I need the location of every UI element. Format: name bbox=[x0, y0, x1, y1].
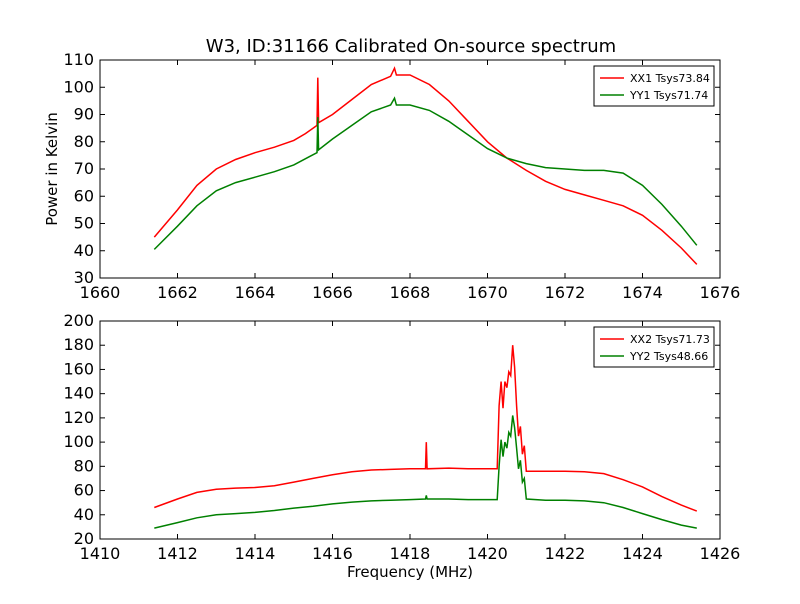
bottom-panel: 1410 1412 1414 1416 1418 1420 1422 1424 1426 20 40… bbox=[63, 311, 740, 581]
legend-box bbox=[593, 326, 715, 368]
x-tick-label: 1424 bbox=[622, 544, 663, 563]
x-tick-label: 1666 bbox=[312, 283, 353, 302]
x-tick-label: 1412 bbox=[157, 544, 198, 563]
series-line-2 bbox=[153, 96, 698, 250]
y-tick-label: 30 bbox=[74, 268, 94, 287]
y-tick-label: 50 bbox=[74, 214, 94, 233]
y-tick-label: 120 bbox=[63, 408, 94, 427]
x-tick-label: 1660 bbox=[80, 283, 121, 302]
plot-frame bbox=[99, 320, 721, 540]
y-tick-label: 90 bbox=[74, 105, 94, 124]
x-tick-label: 1418 bbox=[390, 544, 431, 563]
x-tick-label: 1410 bbox=[80, 544, 121, 563]
y-tick-label: 160 bbox=[63, 359, 94, 378]
x-tick-label: 1676 bbox=[700, 283, 741, 302]
y-tick-label: 80 bbox=[74, 132, 94, 151]
y-tick-label: 100 bbox=[63, 432, 94, 451]
y-tick-label: 40 bbox=[74, 241, 94, 260]
x-tick-label: 1420 bbox=[467, 544, 508, 563]
y-tick-label: 60 bbox=[74, 481, 94, 500]
x-axis-label: Frequency (MHz) bbox=[347, 563, 473, 581]
y-tick-label: 20 bbox=[74, 529, 94, 548]
y-tick-label: 180 bbox=[63, 335, 94, 354]
x-tick-label: 1662 bbox=[157, 283, 198, 302]
plot-frame bbox=[99, 59, 721, 279]
x-tick-label: 1416 bbox=[312, 544, 353, 563]
y-tick-label: 60 bbox=[74, 186, 94, 205]
legend-entry: YY1 Tsys71.74 bbox=[629, 89, 708, 102]
y-tick-label: 80 bbox=[74, 456, 94, 475]
y-tick-label: 100 bbox=[63, 77, 94, 96]
y-axis-label: Power in Kelvin bbox=[43, 112, 61, 226]
x-tick-label: 1672 bbox=[545, 283, 586, 302]
legend-entry: XX2 Tsys71.73 bbox=[630, 333, 710, 346]
x-tick-label: 1664 bbox=[235, 283, 276, 302]
legend-entry: XX1 Tsys73.84 bbox=[630, 72, 710, 85]
series-line-1 bbox=[153, 66, 698, 265]
legend-box bbox=[593, 65, 715, 107]
x-tick-label: 1670 bbox=[467, 283, 508, 302]
x-tick-label: 1422 bbox=[545, 544, 586, 563]
y-tick-label: 110 bbox=[63, 50, 94, 69]
top-panel: W3, ID:31166 Calibrated On-source spectr… bbox=[43, 36, 740, 302]
y-tick-label: 200 bbox=[63, 311, 94, 330]
series-line-2 bbox=[154, 415, 697, 529]
y-tick-label: 140 bbox=[63, 384, 94, 403]
x-tick-label: 1668 bbox=[390, 283, 431, 302]
x-tick-label: 1426 bbox=[700, 544, 741, 563]
y-tick-label: 40 bbox=[74, 505, 94, 524]
legend-entry: YY2 Tsys48.66 bbox=[629, 350, 708, 363]
legend: XX2 Tsys71.73 YY2 Tsys48.66 bbox=[593, 326, 715, 368]
chart-title: W3, ID:31166 Calibrated On-source spectr… bbox=[206, 36, 616, 57]
y-tick-label: 70 bbox=[74, 159, 94, 178]
x-tick-label: 1674 bbox=[622, 283, 663, 302]
x-tick-label: 1414 bbox=[235, 544, 276, 563]
series-line-1 bbox=[154, 345, 698, 512]
legend: XX1 Tsys73.84 YY1 Tsys71.74 bbox=[593, 65, 715, 107]
